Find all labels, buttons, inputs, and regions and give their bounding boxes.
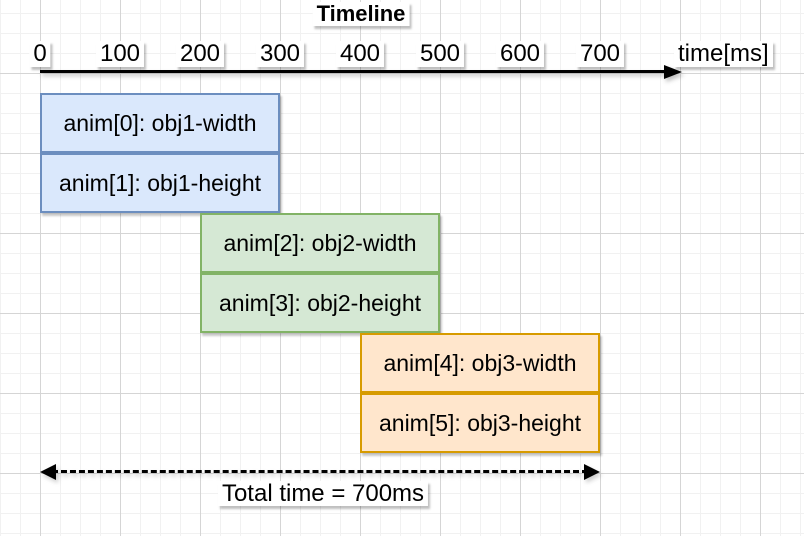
total-time-dashed-line — [52, 470, 588, 473]
axis-tick-label: 500 — [415, 41, 465, 67]
axis-tick-label: 0 — [29, 41, 51, 67]
total-arrowhead-left-icon — [40, 464, 56, 480]
axis-unit-label: time[ms] — [674, 41, 773, 67]
total-arrowhead-right-icon — [584, 464, 600, 480]
timeline-bar: anim[0]: obj1-width — [40, 93, 280, 153]
axis-tick-label: 200 — [175, 41, 225, 67]
bar-label: anim[4]: obj3-width — [383, 349, 577, 376]
timeline-bar: anim[1]: obj1-height — [40, 153, 280, 213]
total-time-label: Total time = 700ms — [217, 481, 429, 506]
diagram-title: Timeline — [312, 2, 410, 26]
bar-label: anim[2]: obj2-width — [223, 229, 417, 256]
timeline-bar: anim[2]: obj2-width — [200, 213, 440, 273]
axis-tick-label: 400 — [335, 41, 385, 67]
bar-label: anim[1]: obj1-height — [58, 169, 261, 196]
timeline-bar: anim[3]: obj2-height — [200, 273, 440, 333]
axis-tick-label: 100 — [95, 41, 145, 67]
bar-label: anim[3]: obj2-height — [218, 289, 421, 316]
time-axis-arrowhead-icon — [664, 65, 682, 79]
time-axis-line — [40, 70, 670, 73]
timeline-bar: anim[4]: obj3-width — [360, 333, 600, 393]
timeline-bar: anim[5]: obj3-height — [360, 393, 600, 453]
axis-tick-label: 700 — [575, 41, 625, 67]
bar-label: anim[0]: obj1-width — [63, 109, 257, 136]
axis-tick-label: 300 — [255, 41, 305, 67]
axis-tick-label: 600 — [495, 41, 545, 67]
bar-label: anim[5]: obj3-height — [378, 409, 581, 436]
